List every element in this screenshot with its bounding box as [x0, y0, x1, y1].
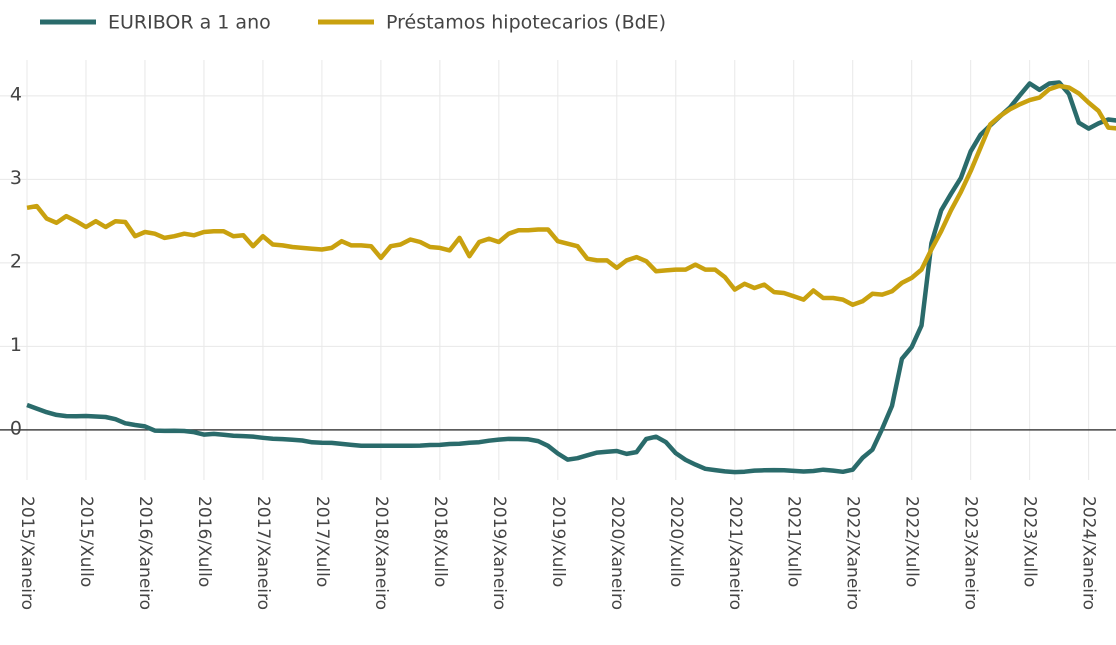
x-tick-label: 2023/Xullo: [1020, 496, 1040, 587]
x-tick-label: 2018/Xullo: [430, 496, 450, 587]
x-tick-label: 2021/Xaneiro: [725, 496, 745, 610]
y-tick-label: 2: [10, 250, 22, 272]
x-tick-label: 2022/Xullo: [902, 496, 922, 587]
x-tick-label: 2016/Xaneiro: [135, 496, 155, 610]
x-tick-label: 2019/Xaneiro: [489, 496, 509, 610]
y-tick-label: 4: [10, 83, 22, 105]
y-tick-label: 3: [10, 167, 22, 189]
x-tick-label: 2018/Xaneiro: [371, 496, 391, 610]
x-tick-label: 2023/Xaneiro: [961, 496, 981, 610]
legend-label: Préstamos hipotecarios (BdE): [386, 12, 666, 34]
x-tick-label: 2022/Xaneiro: [843, 496, 863, 610]
y-tick-label: 0: [10, 417, 22, 439]
x-tick-label: 2017/Xullo: [312, 496, 332, 587]
x-tick-label: 2021/Xullo: [784, 496, 804, 587]
x-tick-label: 2024/Xaneiro: [1079, 496, 1099, 610]
x-tick-label: 2020/Xullo: [666, 496, 686, 587]
x-tick-label: 2015/Xaneiro: [17, 496, 37, 610]
x-tick-label: 2015/Xullo: [76, 496, 96, 587]
x-tick-label: 2019/Xullo: [548, 496, 568, 587]
series-line: [26, 80, 1116, 475]
x-tick-label: 2020/Xaneiro: [607, 496, 627, 610]
legend-label: EURIBOR a 1 ano: [108, 12, 271, 34]
y-tick-label: 1: [10, 334, 22, 356]
series-line: [26, 83, 1116, 307]
x-tick-label: 2016/Xullo: [194, 496, 214, 587]
x-tick-label: 2017/Xaneiro: [253, 496, 273, 610]
